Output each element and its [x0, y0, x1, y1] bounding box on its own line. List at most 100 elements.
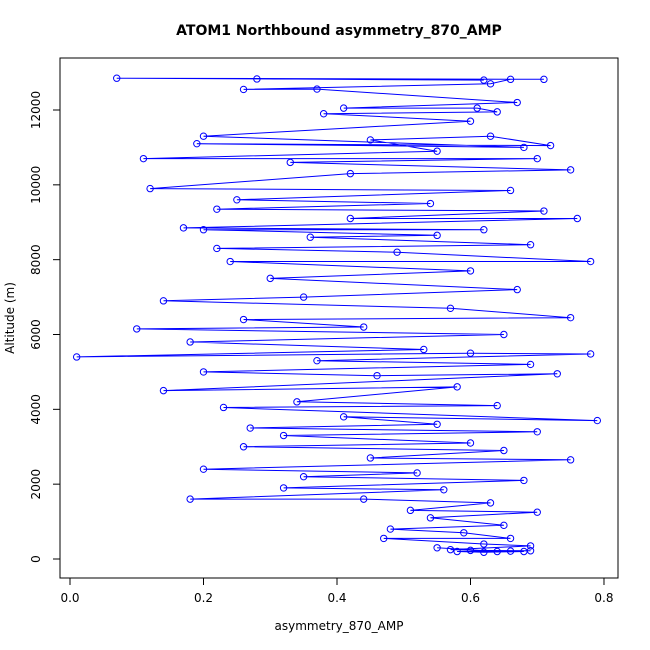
data-point — [586, 350, 595, 358]
data-point — [199, 226, 208, 234]
y-tick-label: 8000 — [29, 244, 43, 275]
data-point — [366, 454, 375, 462]
data-point — [186, 338, 194, 346]
data-point — [339, 413, 348, 421]
data-point — [299, 293, 308, 301]
data-point — [500, 330, 508, 339]
data-point — [480, 226, 488, 234]
data-point — [520, 476, 528, 485]
x-tick-label: 0.4 — [327, 591, 346, 605]
data-point — [480, 540, 488, 548]
data-point — [586, 257, 595, 266]
data-point — [199, 368, 208, 376]
data-point — [506, 186, 515, 195]
data-point — [393, 248, 401, 256]
data-point — [239, 443, 248, 451]
data-point — [520, 143, 528, 152]
data-point — [500, 446, 508, 455]
data-point — [486, 80, 495, 88]
data-point — [186, 495, 194, 503]
x-axis-label: asymmetry_870_AMP — [275, 619, 404, 633]
data-point — [486, 499, 495, 507]
data-point — [346, 214, 355, 223]
y-tick-label: 0 — [29, 555, 43, 563]
data-point — [546, 141, 555, 150]
x-tick-label: 0.6 — [461, 591, 480, 605]
data-point — [460, 529, 468, 537]
data-point — [466, 349, 475, 357]
data-point — [426, 514, 435, 522]
data-point — [159, 297, 168, 305]
data-point — [433, 231, 441, 240]
data-point — [306, 233, 314, 241]
data-point — [413, 469, 421, 477]
plot-frame — [59, 57, 619, 579]
data-point — [480, 548, 488, 556]
data-point — [179, 224, 188, 232]
data-point — [493, 547, 501, 556]
data-point — [420, 345, 428, 354]
data-point — [359, 323, 368, 331]
data-point — [319, 110, 328, 118]
data-point — [526, 547, 535, 555]
chart-title: ATOM1 Northbound asymmetry_870_AMP — [176, 23, 502, 39]
data-point — [373, 371, 381, 380]
data-point — [480, 76, 488, 84]
data-point — [466, 267, 475, 275]
data-point — [593, 416, 602, 425]
data-point — [359, 495, 368, 503]
data-point — [266, 274, 274, 283]
data-point — [573, 214, 581, 223]
x-tick-label: 0.8 — [594, 591, 613, 605]
y-tick-label: 2000 — [29, 469, 43, 500]
data-point — [500, 521, 508, 530]
data-point — [466, 439, 475, 447]
data-point — [113, 74, 121, 82]
data-point — [239, 315, 248, 324]
data-point — [566, 456, 575, 464]
data-point — [193, 139, 201, 148]
data-point — [380, 534, 388, 543]
data-point — [133, 325, 141, 333]
data-point — [159, 386, 168, 395]
data-point — [426, 199, 435, 208]
data-point — [246, 424, 254, 432]
data-point — [440, 486, 448, 494]
data-point — [313, 85, 321, 93]
data-point — [506, 547, 515, 555]
data-point — [213, 244, 221, 253]
data-point — [226, 257, 234, 266]
data-point — [286, 158, 294, 167]
data-point — [566, 313, 575, 322]
data-point — [466, 546, 475, 555]
data-point — [253, 75, 261, 83]
data-point — [553, 370, 561, 378]
data-point — [533, 154, 541, 163]
data-point — [526, 360, 535, 369]
data-point — [279, 484, 288, 492]
data-point — [493, 401, 501, 410]
data-point — [446, 304, 455, 313]
y-axis-label: Altitude (m) — [3, 282, 17, 354]
data-point — [146, 184, 154, 193]
y-tick-label: 6000 — [29, 319, 43, 350]
data-point — [72, 353, 81, 361]
data-point — [213, 205, 221, 213]
series-line — [76, 77, 598, 553]
data-point — [313, 356, 321, 365]
data-point — [433, 147, 441, 155]
data-point — [219, 403, 228, 412]
data-point — [526, 241, 535, 249]
y-tick-label: 10000 — [29, 166, 43, 204]
x-tick-label: 0.0 — [60, 591, 79, 605]
data-point — [199, 465, 208, 473]
data-point — [540, 75, 548, 84]
data-point — [513, 98, 521, 107]
data-point — [493, 108, 501, 116]
data-point — [299, 472, 308, 481]
data-point — [513, 285, 521, 294]
data-point — [453, 383, 461, 391]
data-point — [540, 207, 548, 215]
data-point — [279, 431, 288, 440]
data-point — [139, 154, 148, 163]
